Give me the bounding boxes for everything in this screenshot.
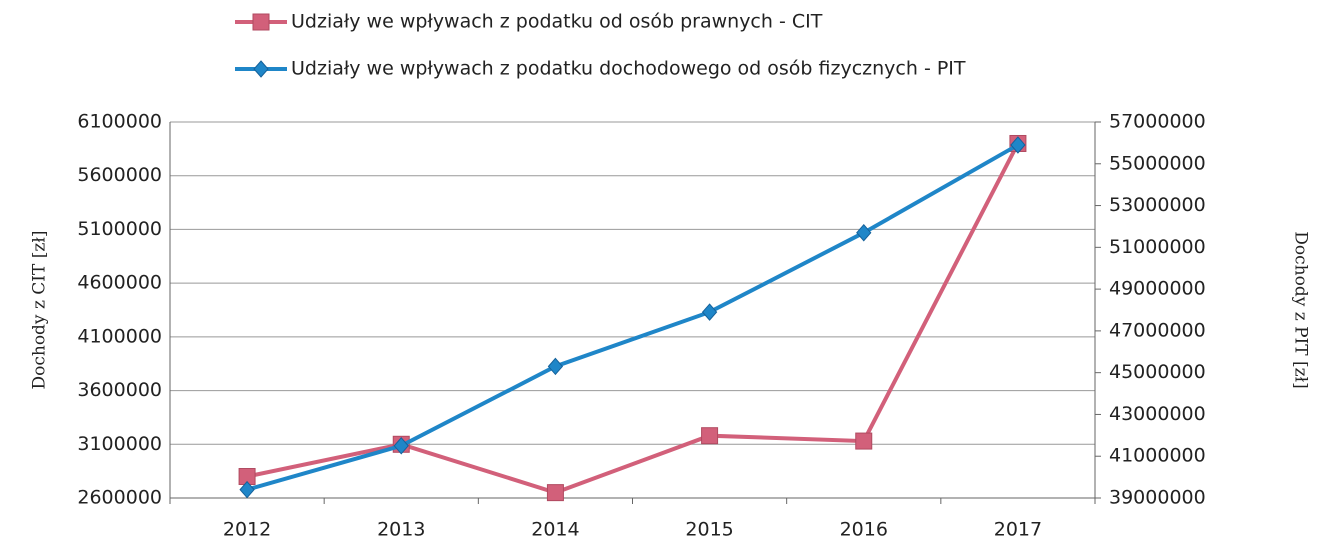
y-tick-label: 3100000 (77, 433, 162, 455)
y2-tick-label: 47000000 (1109, 319, 1206, 341)
legend-marker (253, 60, 269, 78)
data-point (701, 303, 718, 321)
y2-tick-label: 55000000 (1109, 152, 1206, 174)
data-point (701, 427, 719, 445)
y-tick-label: 6100000 (77, 111, 162, 133)
data-point (393, 437, 409, 455)
y2-tick-label: 49000000 (1109, 278, 1206, 300)
y2-tick-label: 45000000 (1109, 361, 1206, 383)
y-tick-label: 3600000 (77, 379, 162, 401)
y2-tick-label: 39000000 (1109, 487, 1206, 509)
x-tick-label: 2016 (840, 519, 888, 541)
x-tick-label: 2017 (994, 519, 1042, 541)
y-axis-label: Dochody z CIT [zł] (30, 230, 50, 389)
data-point (855, 432, 873, 450)
y2-tick-label: 51000000 (1109, 236, 1206, 258)
y2-tick-label: 41000000 (1109, 445, 1206, 467)
data-point (1010, 136, 1026, 154)
y-tick-label: 4100000 (77, 325, 162, 347)
y-tick-label: 5600000 (77, 164, 162, 186)
x-tick-label: 2015 (685, 519, 733, 541)
data-point (239, 480, 255, 499)
x-tick-label: 2013 (377, 519, 425, 541)
y2-tick-label: 43000000 (1109, 403, 1206, 425)
series-line (246, 142, 1020, 495)
y-tick-label: 4600000 (77, 272, 162, 294)
y-tick-label: 5100000 (77, 218, 162, 240)
data-point (856, 223, 872, 242)
x-tick-label: 2014 (531, 519, 579, 541)
legend-label: Udziały we wpływach z podatku dochodoweg… (291, 58, 966, 80)
legend-label: Udziały we wpływach z podatku od osób pr… (291, 11, 823, 33)
legend-marker (252, 13, 270, 31)
data-point (546, 484, 564, 502)
y2-tick-label: 57000000 (1109, 111, 1206, 133)
x-tick-label: 2012 (223, 519, 271, 541)
y2-tick-label: 53000000 (1109, 194, 1206, 216)
y-tick-label: 2600000 (77, 487, 162, 509)
y2-axis-label: Dochody z PIT [zł] (1291, 231, 1311, 388)
data-point (547, 357, 564, 376)
series-line (246, 143, 1019, 492)
